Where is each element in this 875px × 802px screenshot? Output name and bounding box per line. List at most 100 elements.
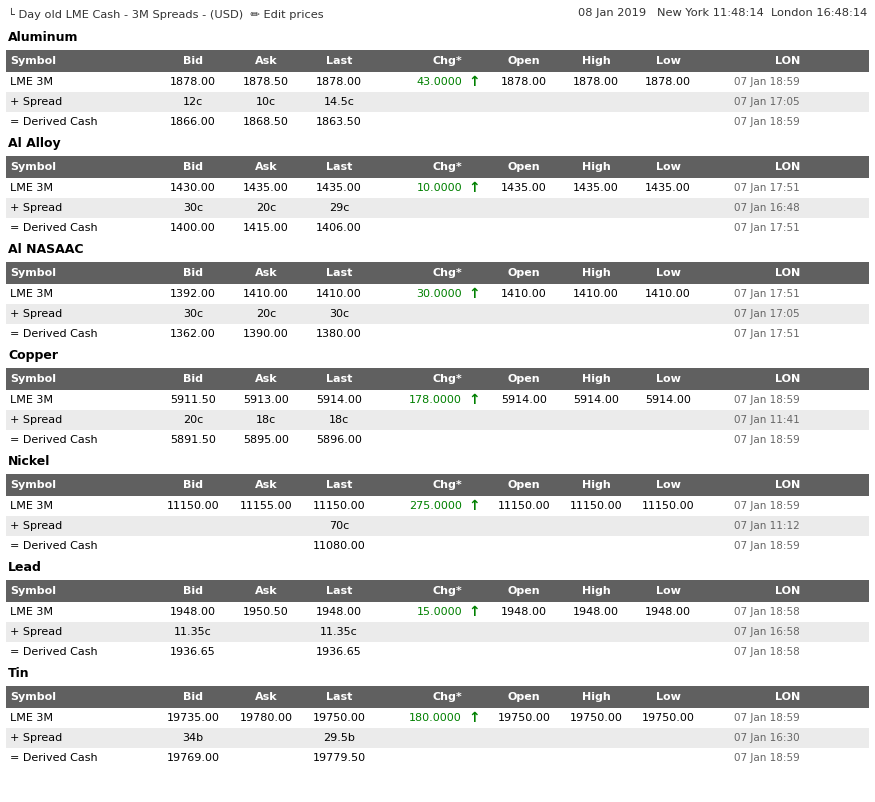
Text: Bid: Bid [183, 374, 203, 384]
Text: 1430.00: 1430.00 [170, 183, 216, 193]
Text: Copper: Copper [8, 349, 58, 362]
Text: 1435.00: 1435.00 [243, 183, 289, 193]
Text: 1878.00: 1878.00 [501, 77, 547, 87]
Text: 1878.00: 1878.00 [170, 77, 216, 87]
Text: LON: LON [774, 268, 800, 278]
Bar [6, 580, 869, 602]
Text: 10c: 10c [256, 97, 276, 107]
Text: 11080.00: 11080.00 [312, 541, 366, 551]
Text: 07 Jan 18:59: 07 Jan 18:59 [734, 501, 800, 511]
Bar [6, 622, 869, 642]
Text: Bid: Bid [183, 162, 203, 172]
Bar [6, 112, 869, 132]
Bar [6, 410, 869, 430]
Text: LON: LON [774, 586, 800, 596]
Text: Tin: Tin [8, 667, 30, 680]
Text: 5891.50: 5891.50 [170, 435, 216, 445]
Text: 178.0000: 178.0000 [410, 395, 462, 405]
Text: 07 Jan 18:59: 07 Jan 18:59 [734, 117, 800, 127]
Text: = Derived Cash: = Derived Cash [10, 753, 98, 763]
Text: Low: Low [655, 586, 681, 596]
Bar [6, 304, 869, 324]
Text: 07 Jan 17:51: 07 Jan 17:51 [734, 329, 800, 339]
Text: 5914.00: 5914.00 [501, 395, 547, 405]
Text: Chg*: Chg* [432, 374, 462, 384]
Text: Low: Low [655, 480, 681, 490]
Text: Low: Low [655, 692, 681, 702]
Text: Low: Low [655, 374, 681, 384]
Text: 07 Jan 18:59: 07 Jan 18:59 [734, 753, 800, 763]
Text: 1878.00: 1878.00 [645, 77, 691, 87]
Text: LON: LON [774, 480, 800, 490]
Text: High: High [582, 692, 611, 702]
Text: Chg*: Chg* [432, 692, 462, 702]
Text: 07 Jan 18:59: 07 Jan 18:59 [734, 541, 800, 551]
Text: 1390.00: 1390.00 [243, 329, 289, 339]
Text: 11150.00: 11150.00 [641, 501, 695, 511]
Text: 19735.00: 19735.00 [166, 713, 220, 723]
Text: 1948.00: 1948.00 [170, 607, 216, 617]
Text: Open: Open [507, 162, 541, 172]
Text: = Derived Cash: = Derived Cash [10, 223, 98, 233]
Text: 1410.00: 1410.00 [645, 289, 691, 299]
Text: 30.0000: 30.0000 [416, 289, 462, 299]
Text: 34b: 34b [183, 733, 204, 743]
Text: 07 Jan 18:59: 07 Jan 18:59 [734, 395, 800, 405]
Bar [6, 218, 869, 238]
Text: 11155.00: 11155.00 [240, 501, 292, 511]
Text: Bid: Bid [183, 480, 203, 490]
Text: LON: LON [774, 692, 800, 702]
Text: 08 Jan 2019   New York 11:48:14  London 16:48:14: 08 Jan 2019 New York 11:48:14 London 16:… [578, 8, 867, 18]
Text: LME 3M: LME 3M [10, 183, 53, 193]
Text: Open: Open [507, 268, 541, 278]
Text: Symbol: Symbol [10, 692, 56, 702]
Text: = Derived Cash: = Derived Cash [10, 329, 98, 339]
Text: Bid: Bid [183, 692, 203, 702]
Text: 5913.00: 5913.00 [243, 395, 289, 405]
Text: + Spread: + Spread [10, 309, 62, 319]
Text: ↑: ↑ [468, 393, 480, 407]
Text: High: High [582, 586, 611, 596]
Text: Low: Low [655, 268, 681, 278]
Text: 1435.00: 1435.00 [316, 183, 362, 193]
Text: Ask: Ask [255, 586, 277, 596]
Text: = Derived Cash: = Derived Cash [10, 117, 98, 127]
Text: 19780.00: 19780.00 [240, 713, 292, 723]
Text: 18c: 18c [255, 415, 276, 425]
Text: + Spread: + Spread [10, 97, 62, 107]
Text: Ask: Ask [255, 692, 277, 702]
Text: 1936.65: 1936.65 [170, 647, 216, 657]
Text: 1950.50: 1950.50 [243, 607, 289, 617]
Bar [6, 642, 869, 662]
Text: Low: Low [655, 56, 681, 66]
Text: Ask: Ask [255, 480, 277, 490]
Bar [6, 156, 869, 178]
Text: 07 Jan 18:59: 07 Jan 18:59 [734, 713, 800, 723]
Bar [6, 708, 869, 728]
Text: Bid: Bid [183, 268, 203, 278]
Text: 1392.00: 1392.00 [170, 289, 216, 299]
Text: Last: Last [326, 480, 352, 490]
Bar [6, 178, 869, 198]
Bar [6, 92, 869, 112]
Bar [6, 430, 869, 450]
Text: 19750.00: 19750.00 [570, 713, 622, 723]
Text: 30c: 30c [183, 203, 203, 213]
Text: 12c: 12c [183, 97, 203, 107]
Text: 11150.00: 11150.00 [498, 501, 550, 511]
Text: Chg*: Chg* [432, 480, 462, 490]
Text: 5911.50: 5911.50 [170, 395, 216, 405]
Text: 1410.00: 1410.00 [573, 289, 619, 299]
Text: 1435.00: 1435.00 [573, 183, 619, 193]
Text: 1948.00: 1948.00 [645, 607, 691, 617]
Text: 19750.00: 19750.00 [498, 713, 550, 723]
Text: Al Alloy: Al Alloy [8, 137, 60, 150]
Text: 07 Jan 18:58: 07 Jan 18:58 [734, 607, 800, 617]
Text: 19750.00: 19750.00 [641, 713, 695, 723]
Text: Bid: Bid [183, 586, 203, 596]
Text: Aluminum: Aluminum [8, 31, 79, 44]
Text: ↑: ↑ [468, 181, 480, 195]
Text: 1410.00: 1410.00 [243, 289, 289, 299]
Text: LON: LON [774, 56, 800, 66]
Text: 1435.00: 1435.00 [501, 183, 547, 193]
